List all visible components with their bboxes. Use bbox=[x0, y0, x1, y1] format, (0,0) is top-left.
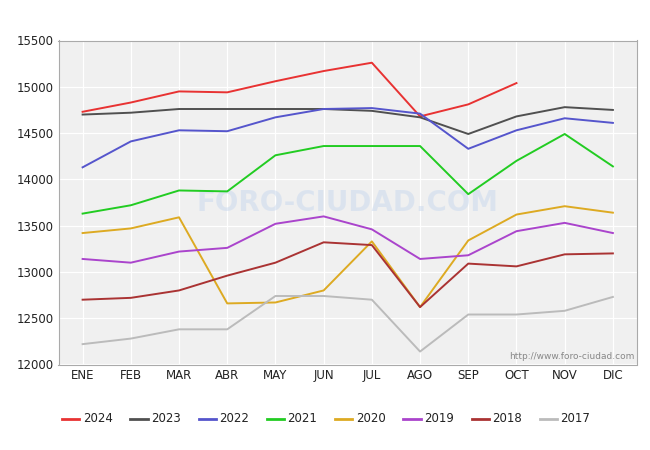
Text: http://www.foro-ciudad.com: http://www.foro-ciudad.com bbox=[509, 352, 634, 361]
Text: 2017: 2017 bbox=[560, 412, 590, 425]
Text: 2021: 2021 bbox=[287, 412, 317, 425]
Text: 2018: 2018 bbox=[492, 412, 522, 425]
Text: FORO-CIUDAD.COM: FORO-CIUDAD.COM bbox=[197, 189, 499, 216]
Text: Afiliados en Yecla a 30/9/2024: Afiliados en Yecla a 30/9/2024 bbox=[190, 11, 460, 29]
Text: 2024: 2024 bbox=[83, 412, 112, 425]
Text: 2020: 2020 bbox=[356, 412, 385, 425]
Text: 2022: 2022 bbox=[219, 412, 249, 425]
Text: 2019: 2019 bbox=[424, 412, 454, 425]
Text: 2023: 2023 bbox=[151, 412, 181, 425]
